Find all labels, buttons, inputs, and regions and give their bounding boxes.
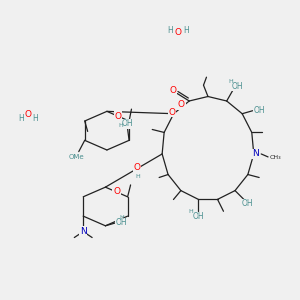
Text: H: H: [228, 79, 232, 84]
Text: OMe: OMe: [69, 154, 84, 160]
Text: H: H: [189, 209, 193, 214]
Text: N: N: [80, 227, 87, 236]
Text: O: O: [169, 86, 176, 95]
Text: O: O: [178, 100, 185, 109]
Text: O: O: [133, 163, 140, 172]
Text: H: H: [33, 114, 38, 123]
Text: O: O: [115, 112, 122, 121]
Text: O: O: [169, 108, 176, 117]
Text: OH: OH: [254, 106, 265, 115]
Text: H: H: [118, 123, 123, 128]
Text: OH: OH: [193, 212, 204, 221]
Text: CH₃: CH₃: [269, 155, 281, 160]
Text: H: H: [119, 215, 124, 220]
Text: H: H: [184, 26, 189, 35]
Text: OH: OH: [116, 218, 128, 227]
Text: O: O: [25, 110, 32, 119]
Text: O: O: [113, 188, 120, 196]
Text: H: H: [167, 26, 173, 35]
Text: OH: OH: [231, 82, 243, 91]
Text: N: N: [252, 149, 259, 158]
Text: OH: OH: [122, 119, 134, 128]
Text: H: H: [18, 114, 24, 123]
Text: O: O: [175, 28, 182, 37]
Text: H: H: [136, 174, 141, 179]
Text: OH: OH: [242, 200, 253, 208]
